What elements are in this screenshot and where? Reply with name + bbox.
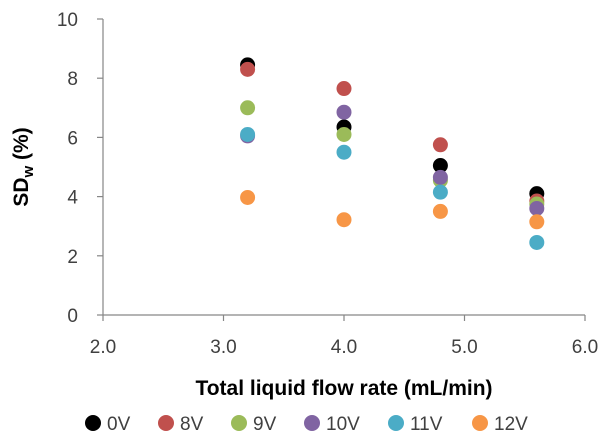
data-point <box>432 137 448 153</box>
legend-marker <box>304 415 320 431</box>
legend-item-8V: 8V <box>158 414 204 435</box>
series-8V <box>240 61 545 209</box>
tick-labels: 2.0 3.0 4.0 5.0 6.0 0 2 4 6 8 10 <box>57 10 598 358</box>
data-point <box>529 234 545 250</box>
legend-item-12V: 12V <box>472 414 528 435</box>
legend-item-9V: 9V <box>231 414 277 435</box>
legend-item-11V: 11V <box>388 414 443 435</box>
data-point <box>529 200 545 216</box>
y-tick-label: 10 <box>57 10 78 31</box>
series-0V <box>240 57 545 202</box>
legend-item-10V: 10V <box>304 414 360 435</box>
data-point <box>336 81 352 97</box>
data-point <box>240 126 256 142</box>
legend-label: 12V <box>494 414 528 435</box>
data-point <box>336 212 352 228</box>
series-11V <box>240 126 545 250</box>
legend-marker <box>85 415 101 431</box>
data-points <box>240 57 545 250</box>
legend-marker <box>231 415 247 431</box>
y-tick-label: 0 <box>67 306 78 327</box>
axes <box>97 18 586 321</box>
x-tick-label: 3.0 <box>210 337 236 358</box>
legend: 0V 8V 9V 10V 11V 12V <box>85 414 528 435</box>
data-point <box>240 189 256 205</box>
data-point <box>432 184 448 200</box>
series-10V <box>240 104 545 216</box>
x-tick-label: 2.0 <box>90 337 116 358</box>
y-tick-label: 8 <box>67 69 78 90</box>
series-12V <box>240 189 545 230</box>
legend-label: 9V <box>253 414 277 435</box>
data-point <box>432 169 448 185</box>
legend-item-0V: 0V <box>85 414 131 435</box>
x-axis-title: Total liquid flow rate (mL/min) <box>195 377 492 400</box>
legend-marker <box>388 415 404 431</box>
legend-label: 10V <box>326 414 360 435</box>
y-tick-label: 6 <box>67 128 78 149</box>
series-9V <box>240 100 545 212</box>
data-point <box>240 61 256 77</box>
x-tick-label: 6.0 <box>572 337 598 358</box>
data-point <box>240 100 256 116</box>
y-axis-title-subscript: w <box>20 165 37 178</box>
y-tick-label: 2 <box>67 247 78 268</box>
legend-label: 8V <box>180 414 204 435</box>
x-tick-label: 4.0 <box>331 337 357 358</box>
legend-label: 11V <box>410 414 443 435</box>
x-tick-label: 5.0 <box>451 337 477 358</box>
y-axis-title-suffix: (%) <box>10 127 33 166</box>
y-axis-title-main: SD <box>10 177 33 206</box>
data-point <box>336 144 352 160</box>
legend-marker <box>472 415 488 431</box>
data-point <box>432 203 448 219</box>
legend-label: 0V <box>107 414 131 435</box>
data-point <box>529 214 545 230</box>
y-tick-label: 4 <box>67 188 78 209</box>
data-point <box>336 126 352 142</box>
data-point <box>432 158 448 174</box>
legend-marker <box>158 415 174 431</box>
data-point <box>336 104 352 120</box>
y-axis-title: SDw (%) <box>10 127 37 206</box>
